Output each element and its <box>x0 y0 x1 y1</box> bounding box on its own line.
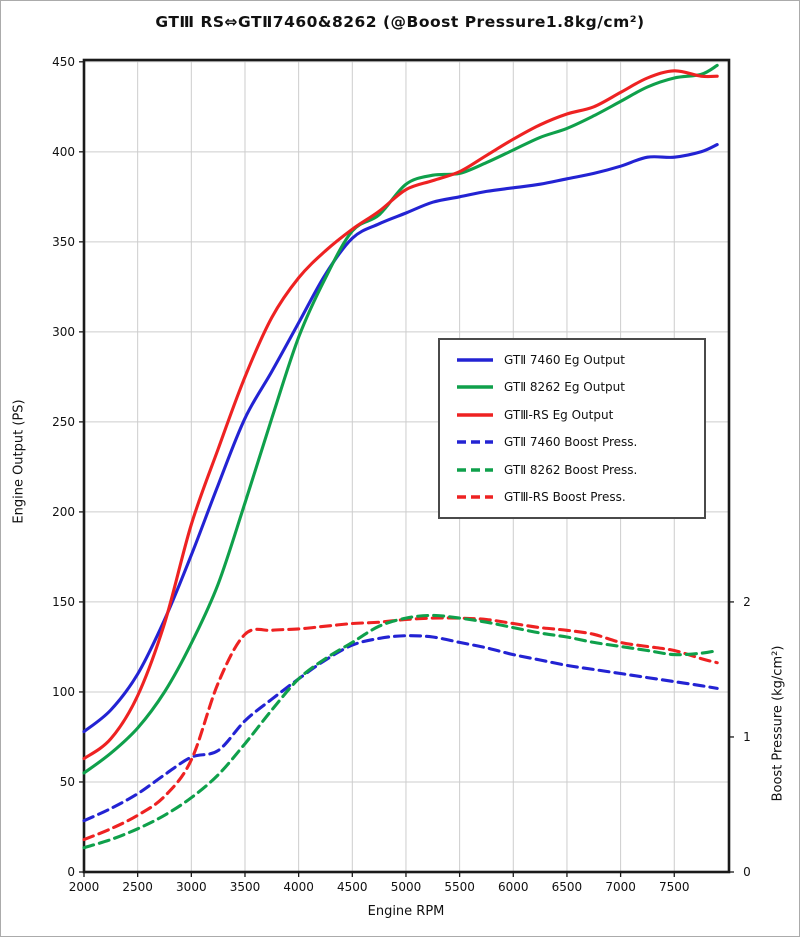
legend-dashed-line-icon <box>457 495 493 500</box>
y-tick-label-right: 0 <box>743 865 751 879</box>
y-tick-label-left: 250 <box>52 415 75 429</box>
x-tick-label: 2500 <box>122 880 153 894</box>
y-tick-label-left: 200 <box>52 505 75 519</box>
y-tick-label-right: 1 <box>743 730 751 744</box>
x-axis-label: Engine RPM <box>367 904 445 919</box>
legend-solid-line-icon <box>457 357 493 362</box>
x-tick-label: 3000 <box>176 880 207 894</box>
x-tick-label: 7500 <box>659 880 690 894</box>
y-tick-label-left: 100 <box>52 685 75 699</box>
legend-item: GTⅡ 7460 Boost Press. <box>456 430 704 454</box>
y-tick-label-left: 350 <box>52 235 75 249</box>
legend-item: GTⅡ 7460 Eg Output <box>456 348 704 372</box>
x-tick-label: 2000 <box>69 880 100 894</box>
y-tick-label-left: 450 <box>52 55 75 69</box>
y-tick-label-left: 50 <box>60 775 75 789</box>
legend-item-label: GTⅡ 8262 Eg Output <box>504 380 625 395</box>
legend: GTⅡ 7460 Eg Output GTⅡ 8262 Eg Output GTⅢ-… <box>438 338 706 519</box>
y-tick-label-left: 0 <box>67 865 75 879</box>
legend-item-label: GTⅢ-RS Eg Output <box>504 407 614 422</box>
x-tick-label: 7000 <box>605 880 636 894</box>
legend-item: GTⅡ 8262 Boost Press. <box>456 458 704 482</box>
series-curve <box>82 613 719 850</box>
x-tick-label: 6000 <box>498 880 529 894</box>
chart-title: GTⅢ RS⇔GTⅡ7460&8262 (@Boost Pressure1.8k… <box>155 13 645 31</box>
x-tick-label: 5000 <box>391 880 422 894</box>
y-tick-label-left: 300 <box>52 325 75 339</box>
series-curve <box>82 143 719 734</box>
series-curve <box>82 63 719 775</box>
x-tick-label: 5500 <box>444 880 475 894</box>
y-axis-label-right: Boost Pressure (kg/cm²) <box>770 645 786 802</box>
legend-dashed-line-icon <box>457 440 493 444</box>
y-tick-label-right: 2 <box>743 595 751 609</box>
series-curve <box>82 634 719 823</box>
x-tick-label: 6500 <box>552 880 583 894</box>
legend-item-label: GTⅢ-RS Boost Press. <box>504 490 626 505</box>
y-tick-label-left: 150 <box>52 595 75 609</box>
legend-item-label: GTⅡ 7460 Eg Output <box>504 352 625 367</box>
legend-solid-line-icon <box>457 412 493 417</box>
legend-dashed-line-icon <box>457 468 493 472</box>
y-axis-label-left: Engine Output (PS) <box>11 399 27 524</box>
x-tick-label: 3500 <box>230 880 261 894</box>
legend-item-label: GTⅡ 8262 Boost Press. <box>504 462 638 477</box>
series-curve <box>82 69 719 761</box>
x-tick-label: 4500 <box>337 880 368 894</box>
legend-item: GTⅢ-RS Boost Press. <box>456 485 704 509</box>
y-tick-label-left: 400 <box>52 145 75 159</box>
legend-item: GTⅡ 8262 Eg Output <box>456 375 704 399</box>
x-tick-label: 4000 <box>283 880 314 894</box>
legend-item: GTⅢ-RS Eg Output <box>456 403 704 427</box>
legend-item-label: GTⅡ 7460 Boost Press. <box>504 435 638 450</box>
legend-solid-line-icon <box>457 385 493 389</box>
